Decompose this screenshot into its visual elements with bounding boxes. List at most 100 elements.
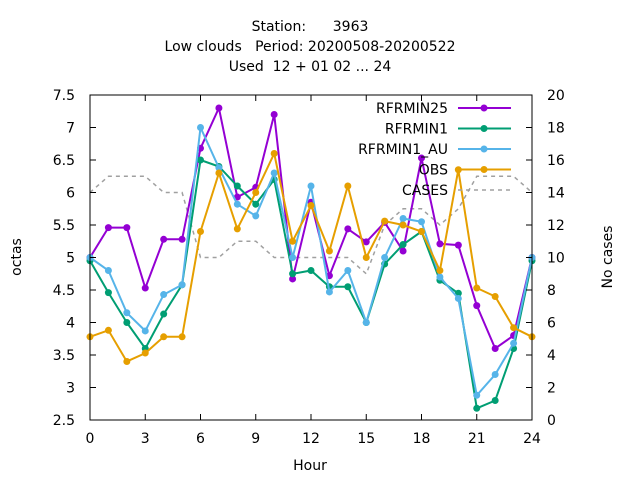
- data-point-rfrmin1: [252, 200, 260, 208]
- data-point-rfrmin25: [399, 247, 407, 255]
- data-point-rfrmin25: [491, 345, 499, 352]
- y-tick-label: 7.5: [53, 88, 75, 104]
- data-point-rfrmin25: [104, 224, 112, 232]
- data-point-obs: [436, 267, 444, 274]
- data-point-rfrmin1-au: [344, 267, 352, 274]
- data-point-rfrmin1-au: [325, 288, 333, 296]
- data-point-rfrmin1-au: [289, 254, 297, 261]
- legend: RFRMIN25 RFRMIN1 RFRMIN1_AU OBS CASES: [358, 101, 511, 199]
- legend-marker-rfrmin25: [480, 104, 488, 112]
- y2-tick-label: 20: [547, 88, 565, 104]
- data-point-rfrmin1: [399, 241, 407, 248]
- x-tick-label: 18: [413, 431, 431, 447]
- x-tick-label: 0: [86, 431, 95, 447]
- x-axis-label: Hour: [293, 458, 327, 474]
- data-point-rfrmin1-au: [141, 327, 149, 335]
- data-point-obs: [252, 189, 260, 196]
- data-point-rfrmin1: [233, 182, 241, 190]
- y-tick-label: 4: [66, 316, 75, 332]
- x-tick-label: 3: [141, 431, 150, 447]
- data-point-rfrmin1: [123, 319, 131, 326]
- data-point-rfrmin1: [289, 270, 297, 278]
- legend-label-rfrmin1: RFRMIN1: [385, 122, 448, 138]
- data-point-rfrmin25: [141, 284, 149, 292]
- data-point-rfrmin1: [491, 397, 499, 404]
- data-point-rfrmin25: [289, 275, 297, 283]
- data-point-rfrmin25: [215, 104, 223, 112]
- data-point-obs: [197, 228, 204, 235]
- legend-label-rfrmin25: RFRMIN25: [376, 101, 448, 117]
- y2-tick-label: 16: [547, 153, 565, 169]
- data-point-rfrmin25: [454, 241, 462, 249]
- data-point-rfrmin25: [270, 111, 278, 118]
- legend-label-cases: CASES: [402, 183, 448, 199]
- data-point-rfrmin1-au: [454, 294, 462, 302]
- y2-tick-label: 0: [547, 413, 556, 429]
- data-point-rfrmin1-au: [252, 212, 260, 220]
- legend-marker-rfrmin1: [480, 125, 488, 132]
- y-tick-label: 2.5: [53, 413, 75, 429]
- y-tick-label: 6.5: [53, 153, 75, 169]
- data-point-rfrmin1-au: [178, 281, 186, 289]
- data-point-rfrmin1-au: [307, 182, 315, 190]
- data-point-obs: [473, 284, 481, 292]
- data-point-obs: [289, 237, 297, 245]
- y2-tick-label: 18: [547, 121, 565, 137]
- data-point-obs: [491, 293, 499, 300]
- y-tick-label: 5: [66, 251, 75, 267]
- data-point-rfrmin1-au: [473, 391, 481, 399]
- legend-marker-rfrmin1-au: [480, 145, 488, 153]
- x-tick-label: 12: [302, 431, 320, 447]
- y-tick-label: 4.5: [53, 283, 75, 299]
- data-point-obs: [215, 169, 223, 177]
- data-point-rfrmin1-au: [381, 254, 389, 261]
- data-point-rfrmin1-au: [104, 267, 112, 274]
- data-point-obs: [362, 254, 370, 261]
- data-point-rfrmin1-au: [123, 309, 131, 317]
- data-point-rfrmin1-au: [436, 273, 444, 281]
- data-point-obs: [344, 182, 352, 190]
- data-point-obs: [510, 324, 518, 332]
- series-line-rfrmin25: [89, 104, 533, 351]
- data-point-obs: [160, 333, 168, 341]
- data-point-obs: [233, 225, 241, 233]
- y-tick-label: 5.5: [53, 218, 75, 234]
- data-point-rfrmin1-au: [215, 164, 223, 172]
- data-point-obs: [418, 228, 425, 235]
- y2-tick-label: 14: [547, 186, 565, 202]
- y2-axis-label: No cases: [600, 226, 616, 289]
- data-point-obs: [123, 358, 131, 365]
- data-point-rfrmin1-au: [160, 291, 168, 299]
- y2-tick-label: 12: [547, 218, 565, 234]
- data-point-rfrmin1: [344, 283, 352, 291]
- data-point-obs: [381, 217, 389, 225]
- y-tick-label: 6: [66, 186, 75, 202]
- data-point-rfrmin1-au: [233, 200, 241, 208]
- data-point-rfrmin25: [344, 225, 352, 233]
- series-layer: [86, 104, 536, 412]
- axis-ticks: 0 3 6 9 12 15 18 21 242.533.544.555.566.577.5024…: [53, 88, 565, 447]
- data-point-rfrmin25: [436, 240, 444, 248]
- data-point-rfrmin25: [362, 238, 370, 246]
- title-line-2: Low clouds Period: 20200508-20200522: [165, 39, 456, 55]
- y-tick-label: 3: [66, 381, 75, 397]
- data-point-rfrmin1: [160, 310, 168, 318]
- data-point-obs: [141, 349, 149, 357]
- x-tick-label: 6: [196, 431, 205, 447]
- data-point-rfrmin1: [197, 156, 204, 164]
- title-line-3: Used 12 + 01 02 ... 24: [229, 59, 392, 75]
- data-point-rfrmin1: [307, 267, 315, 274]
- data-point-obs: [325, 247, 333, 255]
- legend-label-obs: OBS: [419, 163, 448, 179]
- data-point-rfrmin1-au: [197, 124, 204, 131]
- data-point-rfrmin25: [160, 235, 168, 243]
- data-point-obs: [104, 326, 112, 334]
- data-point-rfrmin1-au: [270, 169, 278, 177]
- data-point-rfrmin25: [178, 235, 186, 243]
- y-axis-label: octas: [9, 238, 25, 276]
- data-point-rfrmin25: [418, 154, 425, 162]
- x-tick-label: 24: [523, 431, 541, 447]
- y2-tick-label: 10: [547, 251, 565, 267]
- y2-tick-label: 4: [547, 348, 556, 364]
- data-point-obs: [270, 150, 278, 157]
